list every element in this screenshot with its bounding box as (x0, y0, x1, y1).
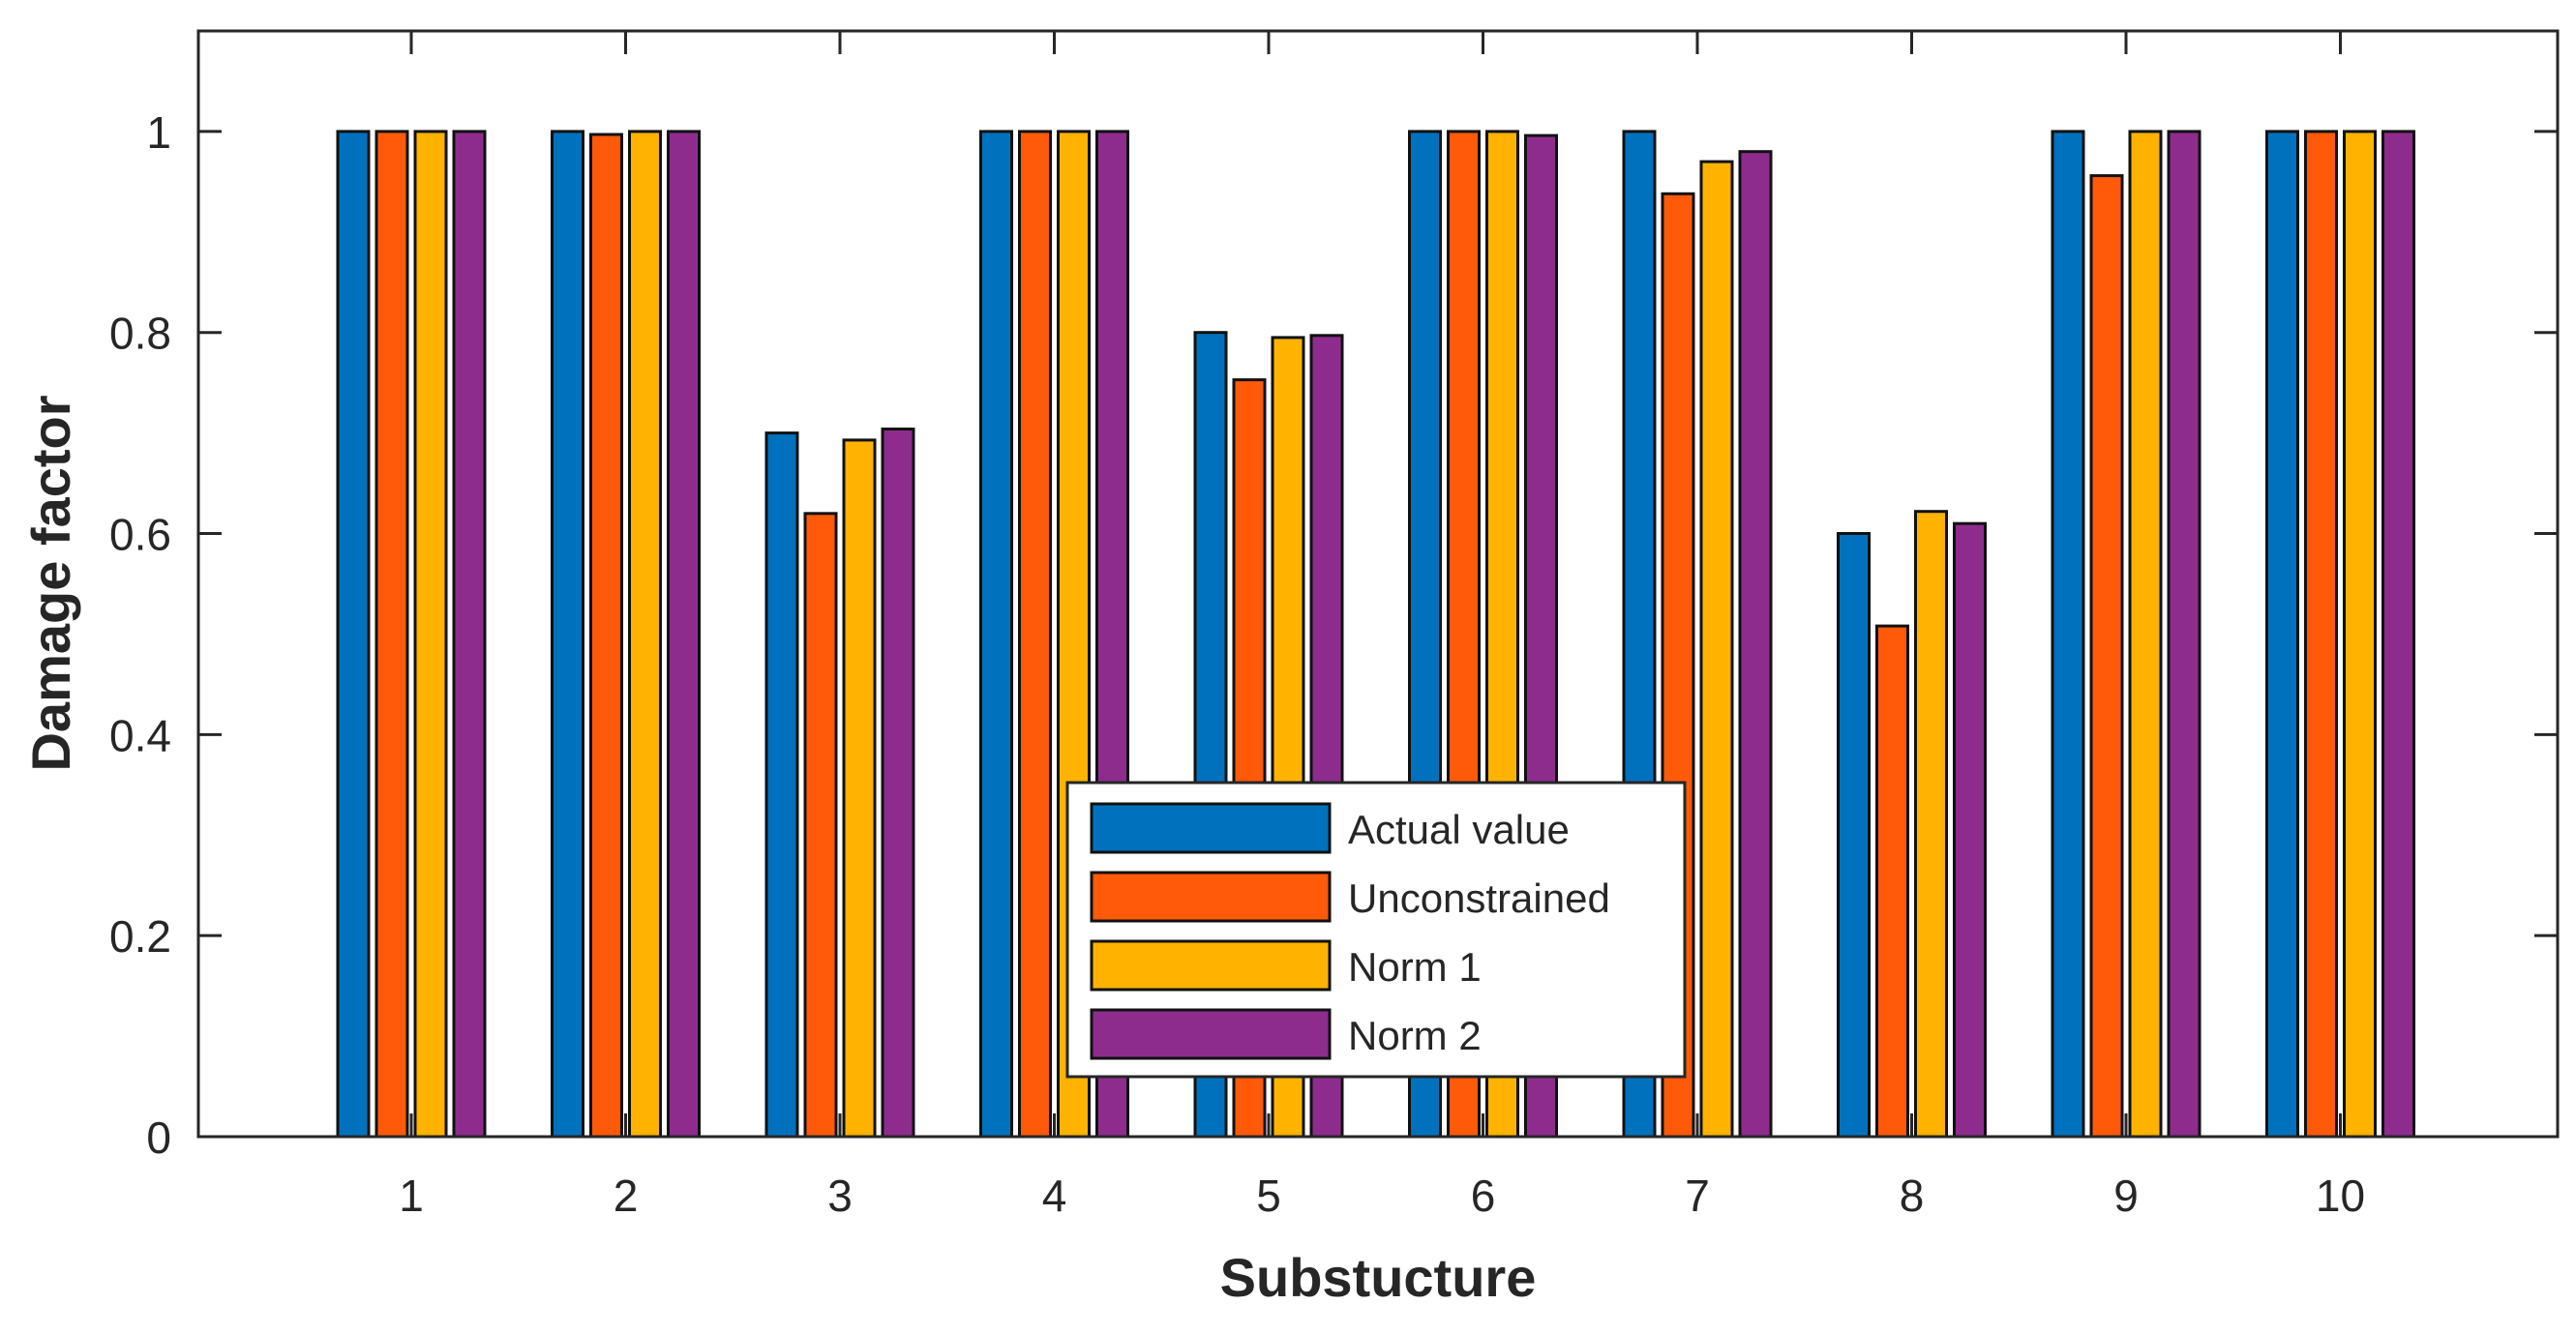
y-tick-label: 0.2 (109, 911, 171, 962)
x-tick-label: 1 (399, 1171, 424, 1221)
bar-1-unconstrained (374, 130, 409, 1139)
x-tick-label: 8 (1900, 1171, 1925, 1221)
x-tick-label: 5 (1256, 1171, 1281, 1221)
legend-swatch-norm-2 (1090, 1008, 1332, 1060)
plot-frame (196, 29, 2560, 1139)
legend-label: Norm 1 (1348, 944, 1482, 990)
bar-10-norm-1 (2343, 130, 2377, 1139)
bar-8-norm-2 (1953, 521, 1987, 1139)
legend-swatch-actual-value (1090, 802, 1332, 854)
legend: Actual value Unconstrained Norm 1 Norm 2 (1065, 781, 1687, 1079)
bars-layer (336, 130, 2415, 1139)
legend-label: Unconstrained (1348, 875, 1610, 921)
x-tick-label: 3 (827, 1171, 853, 1221)
legend-entries: Actual value Unconstrained Norm 1 Norm 2 (1090, 802, 1610, 1060)
x-tick-label: 2 (614, 1171, 639, 1221)
bar-10-actual-value (2265, 130, 2299, 1139)
x-tick-label: 9 (2113, 1171, 2139, 1221)
y-tick-label: 0.4 (109, 710, 171, 760)
legend-label: Norm 2 (1348, 1013, 1482, 1058)
y-tick-label: 0.6 (109, 510, 171, 560)
legend-label: Actual value (1348, 807, 1570, 852)
bar-10-unconstrained (2304, 130, 2338, 1139)
x-tick-label: 10 (2316, 1171, 2365, 1221)
bar-3-norm-1 (842, 438, 877, 1139)
bar-9-norm-2 (2167, 130, 2202, 1139)
y-tick-label: 1 (146, 107, 171, 158)
bar-3-unconstrained (803, 512, 838, 1139)
bar-7-norm-1 (1699, 160, 1734, 1139)
x-axis-title: Substucture (1220, 1247, 1537, 1308)
y-tick-label: 0.8 (109, 309, 171, 359)
bar-2-actual-value (551, 130, 584, 1139)
x-tick-label: 6 (1471, 1171, 1496, 1221)
bar-4-unconstrained (1018, 130, 1052, 1139)
ticks-layer: 0 0.2 0.4 0.6 0.8 1 1 2 3 4 5 6 7 8 9 10 (109, 31, 2558, 1221)
bar-2-norm-1 (628, 130, 662, 1139)
bar-8-actual-value (1837, 532, 1871, 1139)
bar-1-actual-value (336, 130, 371, 1139)
legend-swatch-norm-1 (1090, 939, 1332, 992)
bar-1-norm-1 (413, 130, 448, 1139)
bar-8-norm-1 (1914, 510, 1948, 1139)
bar-3-actual-value (764, 431, 799, 1139)
bar-8-unconstrained (1875, 624, 1909, 1139)
bar-1-norm-2 (452, 130, 487, 1139)
bar-10-norm-2 (2381, 130, 2415, 1139)
bar-9-norm-1 (2128, 130, 2163, 1139)
y-axis-title: Damage factor (20, 395, 81, 771)
x-tick-label: 7 (1685, 1171, 1710, 1221)
bar-9-actual-value (2051, 130, 2085, 1139)
bar-9-unconstrained (2089, 174, 2124, 1139)
bar-3-norm-2 (881, 428, 915, 1139)
bar-2-unconstrained (589, 133, 623, 1139)
bar-7-norm-2 (1738, 150, 1773, 1139)
legend-swatch-unconstrained (1090, 871, 1332, 923)
x-tick-label: 4 (1042, 1171, 1067, 1221)
bar-2-norm-2 (667, 130, 701, 1139)
y-tick-label: 0 (146, 1112, 171, 1163)
bar-4-actual-value (979, 130, 1013, 1139)
